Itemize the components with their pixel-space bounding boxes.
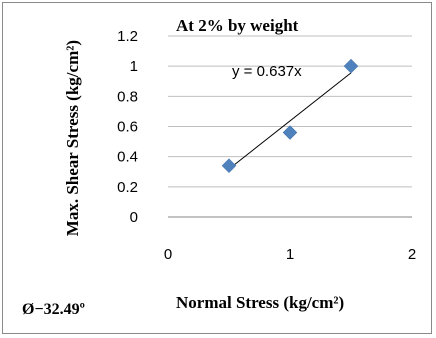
trendline-label: y = 0.637x (232, 63, 302, 80)
chart-title: At 2% by weight (176, 16, 299, 35)
data-point (221, 158, 237, 174)
x-axis-label: Normal Stress (kg/cm²) (176, 293, 344, 312)
y-tick-label: 0.8 (117, 88, 138, 105)
chart-frame (2, 2, 432, 334)
y-tick-label: 1.2 (117, 28, 138, 45)
x-tick-label: 2 (408, 246, 416, 263)
y-axis-label: Max. Shear Stress (kg/cm²) (63, 40, 82, 236)
x-tick-labels: 0 1 2 (164, 246, 416, 263)
y-tick-label: 0.4 (117, 149, 138, 166)
data-points (221, 58, 359, 174)
x-tick-label: 0 (164, 246, 172, 263)
data-point (343, 58, 359, 74)
gridlines (168, 35, 412, 218)
trendline (228, 72, 352, 170)
data-point (282, 125, 298, 140)
x-tick-label: 1 (286, 246, 294, 263)
y-tick-label: 0.6 (117, 119, 138, 136)
y-tick-labels: 0 0.2 0.4 0.6 0.8 1 1.2 (117, 28, 138, 226)
y-tick-label: 1 (130, 58, 138, 75)
y-tick-label: 0 (130, 209, 138, 226)
friction-angle-annotation: Ø−32.49º (22, 301, 85, 318)
y-tick-label: 0.2 (117, 179, 138, 196)
